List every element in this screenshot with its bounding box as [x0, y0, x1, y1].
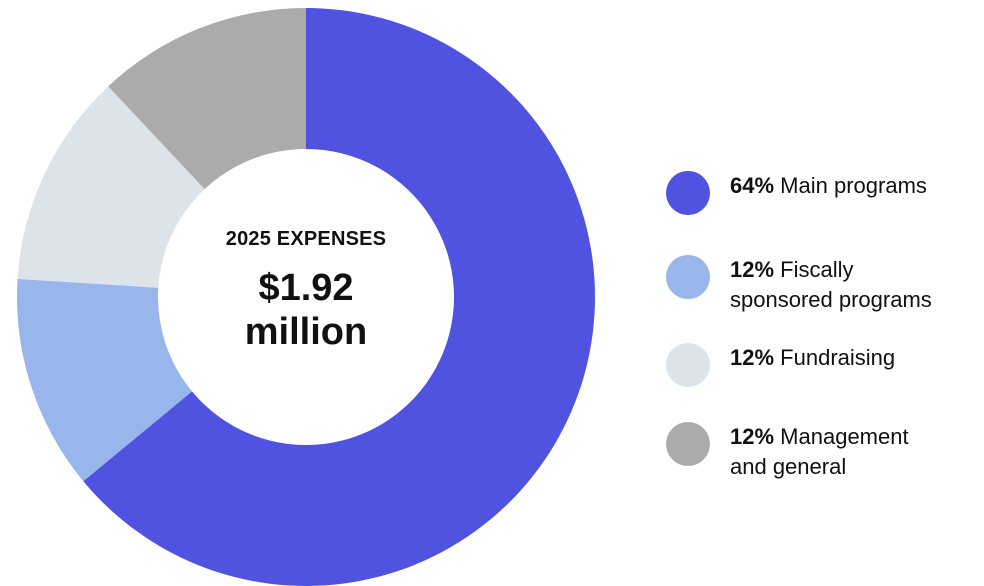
legend-name: Management and general: [730, 424, 909, 479]
donut-chart: [17, 8, 595, 586]
legend-label: 12% Fundraising: [730, 343, 982, 373]
legend-item-main-programs: 64% Main programs: [666, 171, 982, 215]
legend-label: 12% Management and general: [730, 422, 982, 482]
legend-item-management-and-general: 12% Management and general: [666, 422, 982, 482]
legend-swatch: [666, 255, 710, 299]
legend-item-fundraising: 12% Fundraising: [666, 343, 982, 387]
donut-slice-3: [108, 8, 306, 190]
chart-center-total-unit: million: [244, 311, 368, 353]
legend-swatch: [666, 171, 710, 215]
legend-percent: 12%: [730, 345, 775, 370]
legend-percent: 12%: [730, 257, 775, 282]
legend-percent: 12%: [730, 424, 775, 449]
legend-name: Fiscally sponsored programs: [730, 257, 932, 312]
legend-swatch: [666, 422, 710, 466]
legend-name: Main programs: [780, 173, 927, 198]
chart-center-total: $1.92 million: [158, 266, 454, 354]
legend-name: Fundraising: [780, 345, 896, 370]
donut-slice-2: [17, 86, 205, 288]
legend-percent: 64%: [730, 173, 775, 198]
chart-center-total-amount: $1.92: [258, 267, 354, 309]
legend-swatch: [666, 343, 710, 387]
donut-slice-1: [17, 278, 192, 482]
chart-center-title: 2025 EXPENSES: [225, 228, 387, 250]
legend-item-fiscally-sponsored-programs: 12% Fiscally sponsored programs: [666, 255, 982, 315]
legend-label: 12% Fiscally sponsored programs: [730, 255, 982, 315]
donut-slice-0: [83, 8, 595, 586]
donut-center-label: 2025 EXPENSES $1.92 million: [158, 226, 454, 354]
legend-label: 64% Main programs: [730, 171, 982, 201]
